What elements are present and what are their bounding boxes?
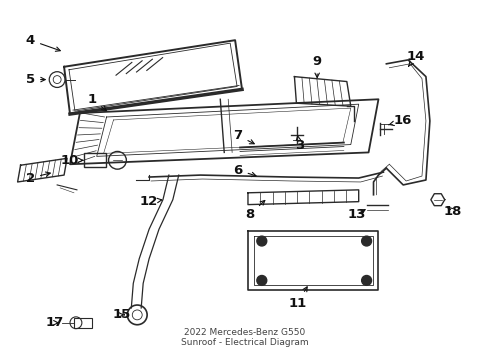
- Text: 14: 14: [407, 50, 425, 66]
- Text: 2022 Mercedes-Benz G550
Sunroof - Electrical Diagram: 2022 Mercedes-Benz G550 Sunroof - Electr…: [181, 328, 309, 347]
- Circle shape: [362, 236, 371, 246]
- Circle shape: [257, 236, 267, 246]
- Text: 18: 18: [443, 205, 462, 218]
- Text: 17: 17: [45, 316, 63, 329]
- Text: 5: 5: [26, 73, 45, 86]
- Text: 4: 4: [26, 34, 60, 51]
- Text: 12: 12: [140, 195, 162, 208]
- Text: 6: 6: [233, 164, 256, 177]
- Text: 7: 7: [234, 129, 254, 144]
- Text: 16: 16: [389, 114, 413, 127]
- Circle shape: [362, 275, 371, 285]
- Text: 1: 1: [87, 93, 106, 111]
- Text: 9: 9: [313, 55, 322, 77]
- Text: 10: 10: [61, 154, 83, 167]
- Text: 2: 2: [26, 171, 50, 185]
- Text: 3: 3: [295, 136, 304, 152]
- Circle shape: [257, 275, 267, 285]
- Bar: [74, 318, 92, 328]
- Text: 8: 8: [245, 201, 265, 221]
- Text: 11: 11: [288, 287, 307, 310]
- Bar: [84, 153, 106, 167]
- Text: 15: 15: [112, 309, 130, 321]
- Text: 13: 13: [347, 208, 366, 221]
